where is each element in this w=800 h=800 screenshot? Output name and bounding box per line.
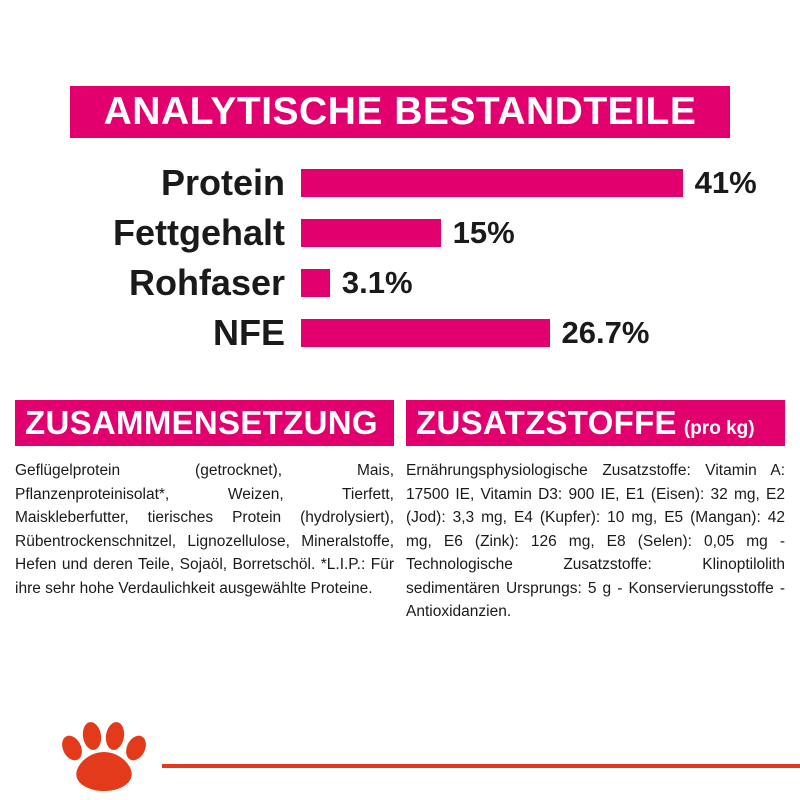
bar <box>301 169 683 197</box>
chart-category-label: Protein <box>160 162 285 203</box>
paw-icon <box>62 722 146 791</box>
bar-track: 15% <box>301 215 785 251</box>
composition-section: ZUSAMMENSETZUNG Geflügelprotein (getrock… <box>15 400 394 624</box>
bar <box>301 269 330 297</box>
composition-title: ZUSAMMENSETZUNG <box>25 404 378 441</box>
bar-value-label: 26.7% <box>561 315 650 350</box>
composition-header: ZUSAMMENSETZUNG <box>15 400 394 446</box>
additives-title-suffix: (pro kg) <box>683 418 755 439</box>
info-sections: ZUSAMMENSETZUNG Geflügelprotein (getrock… <box>15 400 785 624</box>
bar-track: 41% <box>301 165 785 201</box>
section-title-analytical-constituents: ANALYTISCHE BESTANDTEILE <box>70 86 730 138</box>
chart-rows: Protein 41% Fettgehalt 15% Rohfaser 3.1% NFE 26… <box>15 158 785 358</box>
bar-value-label: 41% <box>694 165 757 200</box>
additives-title: ZUSATZSTOFFE <box>416 404 677 441</box>
footer-divider-line <box>162 764 800 768</box>
bar-value-label: 15% <box>452 215 515 250</box>
chart-category-label: Rohfaser <box>128 262 285 303</box>
bar <box>301 319 550 347</box>
chart-row: Fettgehalt 15% <box>15 208 785 258</box>
composition-body-text: Geflügelprotein (getrocknet), Mais, Pfla… <box>15 462 394 597</box>
bar-track: 26.7% <box>301 315 785 351</box>
analytical-constituents-bar-chart: Protein 41% Fettgehalt 15% Rohfaser 3.1% NFE 26… <box>15 158 785 358</box>
additives-header: ZUSATZSTOFFE (pro kg) <box>406 400 785 446</box>
chart-category-label: NFE <box>213 312 285 353</box>
chart-category-label: Fettgehalt <box>112 212 285 253</box>
additives-section: ZUSATZSTOFFE (pro kg) Ernährungsphysiolo… <box>406 400 785 624</box>
additives-body-text: Ernährungsphysiologische Zusatzstoffe: V… <box>406 462 785 621</box>
chart-row: NFE 26.7% <box>15 308 785 358</box>
analytical-constituents-title-text: ANALYTISCHE BESTANDTEILE <box>103 90 697 133</box>
bar <box>301 219 441 247</box>
chart-row: Rohfaser 3.1% <box>15 258 785 308</box>
chart-row: Protein 41% <box>15 158 785 208</box>
bar-value-label: 3.1% <box>341 265 413 300</box>
bar-track: 3.1% <box>301 265 785 301</box>
